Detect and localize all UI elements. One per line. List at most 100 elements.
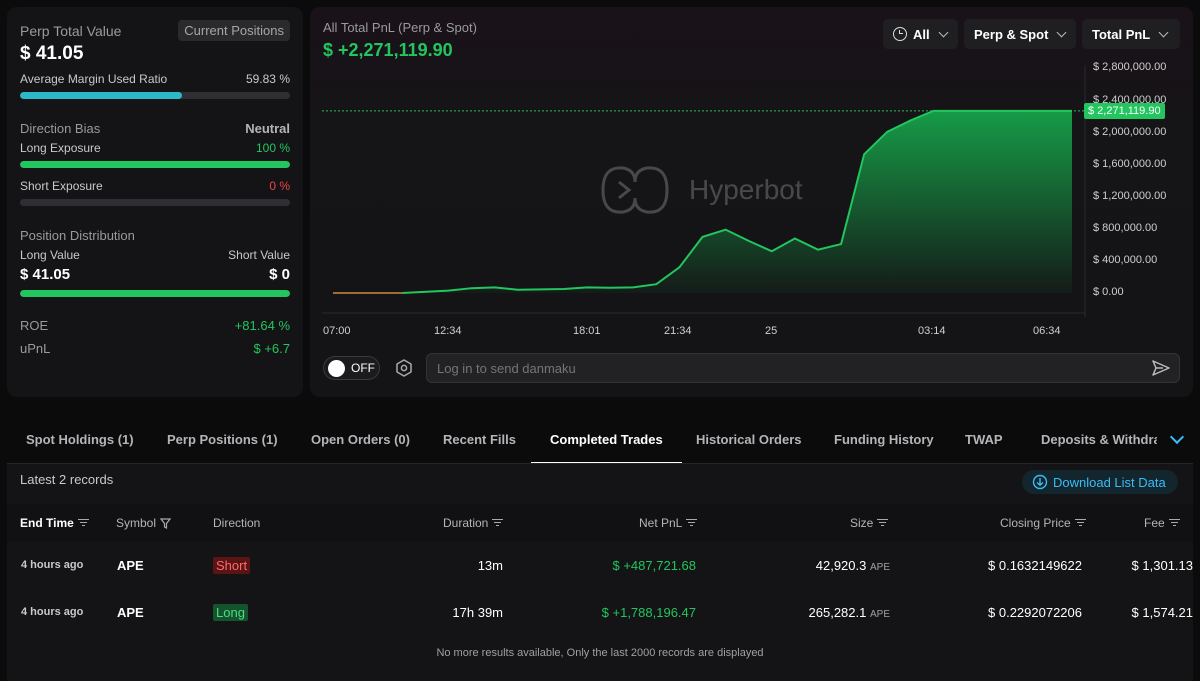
short-exposure-bar xyxy=(20,199,290,206)
y-tick-label: $ 800,000.00 xyxy=(1093,221,1158,234)
short-value-label: Short Value xyxy=(228,248,290,262)
long-exposure-bar-fill xyxy=(20,161,290,168)
chevron-down-icon xyxy=(1056,27,1067,37)
header-duration-label: Duration xyxy=(443,516,489,530)
header-closing-price[interactable]: Closing Price xyxy=(1000,516,1086,530)
header-end-time[interactable]: End Time xyxy=(20,516,89,530)
table-row[interactable]: 4 hours ago APE Long 17h 39m $ +1,788,19… xyxy=(7,590,1193,636)
header-direction: Direction xyxy=(213,516,260,530)
tab-recent-fills[interactable]: Recent Fills xyxy=(443,432,516,447)
closing-price-cell: $ 0.1632149622 xyxy=(988,558,1082,573)
header-duration[interactable]: Duration xyxy=(443,516,504,530)
size-unit: APE xyxy=(869,609,890,620)
tabs-divider xyxy=(7,463,1193,464)
short-value: $ 0 xyxy=(269,266,290,283)
table-footer-note: No more results available, Only the last… xyxy=(436,647,764,659)
long-value: $ 41.05 xyxy=(20,266,71,283)
tab-spot-holdings[interactable]: Spot Holdings (1) xyxy=(26,432,134,447)
table-row[interactable]: 4 hours ago APE Short 13m $ +487,721.68 … xyxy=(7,543,1193,589)
size-cell: 265,282.1 APE xyxy=(809,605,890,620)
download-list-button[interactable]: Download List Data xyxy=(1022,470,1178,494)
chevron-down-icon xyxy=(938,27,949,37)
symbol-cell[interactable]: APE xyxy=(117,558,144,573)
size-value: 265,282.1 xyxy=(808,605,867,620)
header-fee-label: Fee xyxy=(1144,516,1165,530)
avg-margin-bar xyxy=(20,92,290,99)
current-positions-button[interactable]: Current Positions xyxy=(178,20,290,41)
completed-trades-table: Latest 2 records Download List Data End … xyxy=(7,464,1193,681)
fee-cell: $ 1,574.21 xyxy=(1131,605,1193,620)
header-size[interactable]: Size xyxy=(850,516,889,530)
header-symbol[interactable]: Symbol xyxy=(116,516,172,530)
chart-title: All Total PnL (Perp & Spot) xyxy=(323,20,477,35)
net-pnl-cell: $ +1,788,196.47 xyxy=(601,605,696,620)
x-tick-label: 12:34 xyxy=(434,325,462,337)
sort-icon[interactable] xyxy=(492,519,504,527)
header-net-pnl[interactable]: Net PnL xyxy=(639,516,698,530)
current-value-marker: $ 2,271,119.90 xyxy=(1084,102,1165,119)
tab-open-orders[interactable]: Open Orders (0) xyxy=(311,432,410,447)
sort-icon[interactable] xyxy=(1168,519,1180,527)
x-tick-label: 07:00 xyxy=(323,325,351,337)
direction-badge: Long xyxy=(213,604,248,621)
position-distribution-label: Position Distribution xyxy=(20,228,135,243)
end-time-cell: 4 hours ago xyxy=(21,559,84,571)
y-tick-label: $ 1,600,000.00 xyxy=(1093,157,1167,170)
tab-deposits-withdraw[interactable]: Deposits & Withdraw xyxy=(1041,432,1157,447)
upnl-value: $ +6.7 xyxy=(253,341,290,356)
x-tick-label: 25 xyxy=(765,325,778,337)
danmaku-toggle[interactable]: OFF xyxy=(323,356,380,380)
metric-filter-dropdown[interactable]: Total PnL xyxy=(1082,19,1180,49)
download-list-label: Download List Data xyxy=(1053,474,1166,490)
short-exposure-label: Short Exposure xyxy=(20,179,103,193)
avg-margin-label: Average Margin Used Ratio xyxy=(20,72,168,86)
send-icon[interactable] xyxy=(1151,359,1171,382)
duration-cell: 17h 39m xyxy=(452,605,503,620)
header-net-pnl-label: Net PnL xyxy=(639,516,683,530)
tabs-expand-chevron-icon[interactable] xyxy=(1169,429,1185,445)
tab-historical-orders[interactable]: Historical Orders xyxy=(696,432,802,447)
size-value: 42,920.3 xyxy=(815,558,867,573)
header-fee[interactable]: Fee xyxy=(1144,516,1180,530)
perp-total-value: $ 41.05 xyxy=(20,43,84,64)
danmaku-settings-icon[interactable] xyxy=(395,359,413,377)
long-value-label: Long Value xyxy=(20,248,80,262)
table-header-bg xyxy=(7,504,1193,542)
sort-icon[interactable] xyxy=(1074,519,1086,527)
avg-margin-value: 59.83 % xyxy=(245,72,290,86)
long-exposure-value: 100 % xyxy=(255,141,290,155)
range-filter-value: All xyxy=(913,26,930,42)
fee-cell: $ 1,301.13 xyxy=(1131,558,1193,573)
position-summary-panel: Perp Total Value Current Positions $ 41.… xyxy=(7,7,303,397)
perp-total-value-label: Perp Total Value xyxy=(20,22,122,39)
tab-twap[interactable]: TWAP xyxy=(965,432,1003,447)
duration-cell: 13m xyxy=(477,558,503,573)
current-value-marker-text: $ 2,271,119.90 xyxy=(1088,104,1161,117)
tab-funding-history[interactable]: Funding History xyxy=(834,432,934,447)
x-tick-label: 06:34 xyxy=(1033,325,1061,337)
records-count: Latest 2 records xyxy=(20,472,114,487)
danmaku-input[interactable] xyxy=(427,354,1137,382)
chevron-down-icon xyxy=(1158,27,1169,37)
avg-margin-bar-fill xyxy=(20,92,182,99)
tab-perp-positions[interactable]: Perp Positions (1) xyxy=(167,432,278,447)
y-tick-label: $ 2,800,000.00 xyxy=(1093,61,1167,74)
watermark-text: Hyperbot xyxy=(689,174,803,205)
pnl-chart-panel: All Total PnL (Perp & Spot) $ +2,271,119… xyxy=(310,7,1193,397)
funnel-icon[interactable] xyxy=(160,517,172,529)
direction-badge: Short xyxy=(213,557,251,574)
metric-filter-value: Total PnL xyxy=(1092,26,1151,42)
danmaku-toggle-label: OFF xyxy=(351,361,375,375)
y-tick-label: $ 400,000.00 xyxy=(1093,253,1158,266)
long-exposure-label: Long Exposure xyxy=(20,141,101,155)
sort-icon[interactable] xyxy=(686,519,698,527)
trade-tabs: Spot Holdings (1) Perp Positions (1) Ope… xyxy=(0,418,1200,464)
x-tick-label: 03:14 xyxy=(918,325,946,337)
y-tick-label: $ 0.00 xyxy=(1093,286,1124,298)
tab-completed-trades[interactable]: Completed Trades xyxy=(531,418,682,464)
sort-icon[interactable] xyxy=(77,519,89,527)
symbol-cell[interactable]: APE xyxy=(117,605,144,620)
sort-icon[interactable] xyxy=(877,519,889,527)
range-filter-dropdown[interactable]: All xyxy=(883,19,958,49)
market-filter-dropdown[interactable]: Perp & Spot xyxy=(964,19,1076,49)
